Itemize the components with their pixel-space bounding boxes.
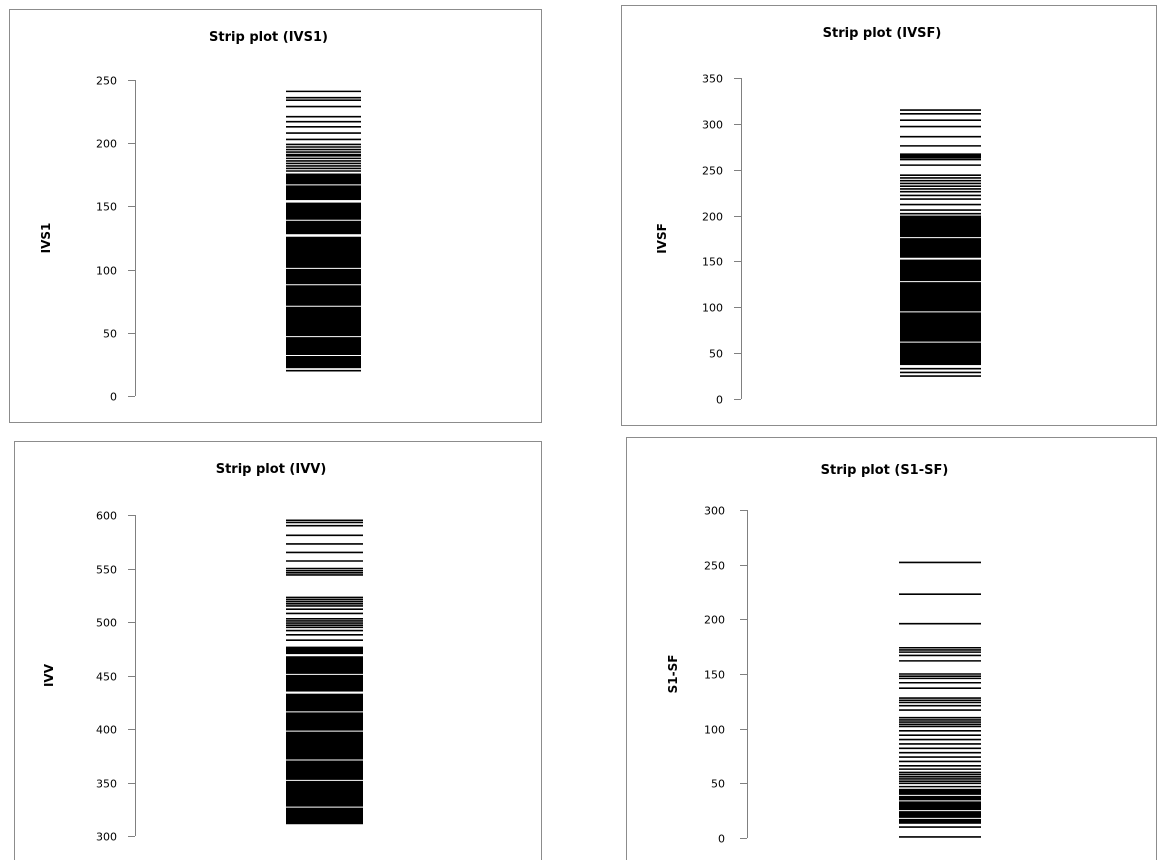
- chart-panel-ivv: Strip plot (IVV) IVV 300 350 400 450 500 550 600: [14, 441, 542, 860]
- y-tick-label: 400: [96, 724, 117, 737]
- strip-band: [286, 173, 361, 201]
- y-tick-label: 300: [702, 119, 723, 132]
- y-tick-label: 350: [702, 73, 723, 86]
- y-axis-label: IVV: [42, 663, 56, 687]
- y-tick-label: 50: [711, 778, 725, 791]
- y-tick-label: 300: [704, 505, 725, 518]
- y-tick-label: 200: [704, 614, 725, 627]
- strip-band: [286, 693, 363, 825]
- y-tick-label: 100: [702, 302, 723, 315]
- y-tick-label: 350: [96, 778, 117, 791]
- y-tick-label: 50: [103, 328, 117, 341]
- y-tick-label: 500: [96, 617, 117, 630]
- strip-band: [286, 656, 363, 692]
- chart-title: Strip plot (IVV): [216, 462, 327, 477]
- y-axis-label: IVS1: [39, 223, 53, 254]
- y-tick-label: 550: [96, 564, 117, 577]
- strip-plot-svg: Strip plot (S1-SF) S1-SF 0 50 100 150 200 250 30…: [666, 463, 981, 846]
- y-tick-label: 600: [96, 510, 117, 523]
- y-tick-label: 450: [96, 671, 117, 684]
- chart-title: Strip plot (IVS1): [209, 30, 328, 45]
- y-tick-label: 50: [709, 348, 723, 361]
- y-tick-label: 250: [704, 560, 725, 573]
- y-tick-label: 100: [96, 265, 117, 278]
- strip-plot-svg: Strip plot (IVS1) IVS1 0 50 100 150 200 250: [39, 30, 361, 404]
- y-tick-label: 200: [702, 211, 723, 224]
- y-tick-label: 250: [702, 165, 723, 178]
- y-tick-label: 150: [704, 669, 725, 682]
- y-tick-label: 300: [96, 831, 117, 844]
- y-tick-label: 200: [96, 138, 117, 151]
- y-tick-label: 0: [110, 391, 117, 404]
- chart-panel-ivsf: Strip plot (IVSF) IVSF 0 50 100 150 200 250 300 3…: [621, 5, 1157, 426]
- y-tick-label: 0: [716, 394, 723, 407]
- strip-band: [286, 202, 361, 235]
- chart-title: Strip plot (IVSF): [823, 26, 942, 41]
- y-tick-label: 100: [704, 724, 725, 737]
- y-tick-label: 150: [702, 256, 723, 269]
- chart-panel-s1-sf: Strip plot (S1-SF) S1-SF 0 50 100 150 200 250 30…: [626, 437, 1157, 860]
- chart-panel-ivs1: Strip plot (IVS1) IVS1 0 50 100 150 200 250: [9, 9, 542, 423]
- strip-plot-svg: Strip plot (IVV) IVV 300 350 400 450 500 550 600: [42, 462, 363, 844]
- y-axis-label: S1-SF: [666, 655, 680, 694]
- y-tick-label: 0: [718, 833, 725, 846]
- y-axis-label: IVSF: [655, 223, 669, 254]
- strip-band: [900, 215, 981, 258]
- strip-band: [286, 236, 361, 369]
- y-tick-label: 150: [96, 201, 117, 214]
- strip-plot-svg: Strip plot (IVSF) IVSF 0 50 100 150 200 250 300 3…: [655, 26, 981, 407]
- chart-title: Strip plot (S1-SF): [821, 463, 949, 478]
- y-tick-label: 250: [96, 75, 117, 88]
- strip-band: [286, 646, 363, 655]
